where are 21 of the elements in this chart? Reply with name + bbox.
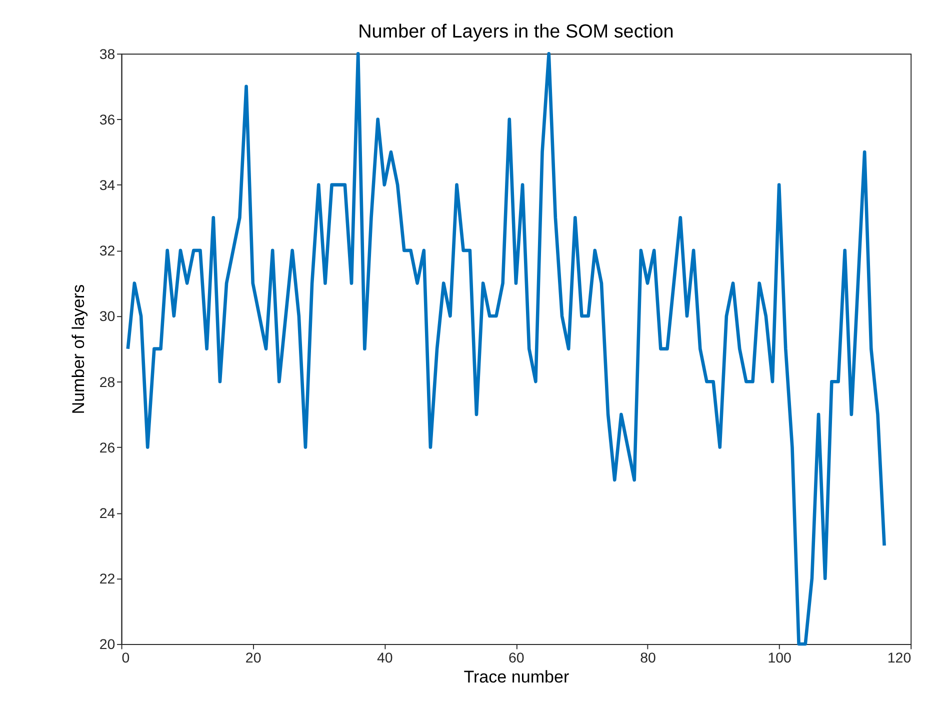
y-tick-label: 28 — [99, 374, 116, 391]
x-tick-label: 100 — [768, 650, 792, 666]
y-tick-label: 32 — [99, 244, 116, 260]
x-tick-label: 120 — [887, 650, 912, 666]
y-tick-label: 22 — [99, 572, 116, 588]
y-tick-label: 38 — [99, 46, 116, 63]
x-axis-title: Trace number — [464, 667, 570, 686]
x-tick-label: 80 — [640, 650, 656, 666]
x-tick-label: 20 — [245, 650, 262, 666]
chart-title: Number of Layers in the SOM section — [358, 22, 674, 43]
x-tick-label: 0 — [122, 650, 130, 666]
x-tick-label: 40 — [376, 650, 393, 666]
y-tick-label: 36 — [99, 112, 116, 128]
line-series — [126, 52, 886, 646]
y-tick-label: 20 — [99, 637, 116, 654]
y-axis-title: Number of layers — [69, 284, 88, 414]
y-tick-label: 24 — [99, 506, 116, 522]
y-tick-label: 30 — [99, 309, 116, 326]
y-tick-label: 26 — [99, 440, 116, 456]
x-tick-label: 60 — [508, 650, 524, 666]
y-tick-label: 34 — [99, 178, 116, 194]
